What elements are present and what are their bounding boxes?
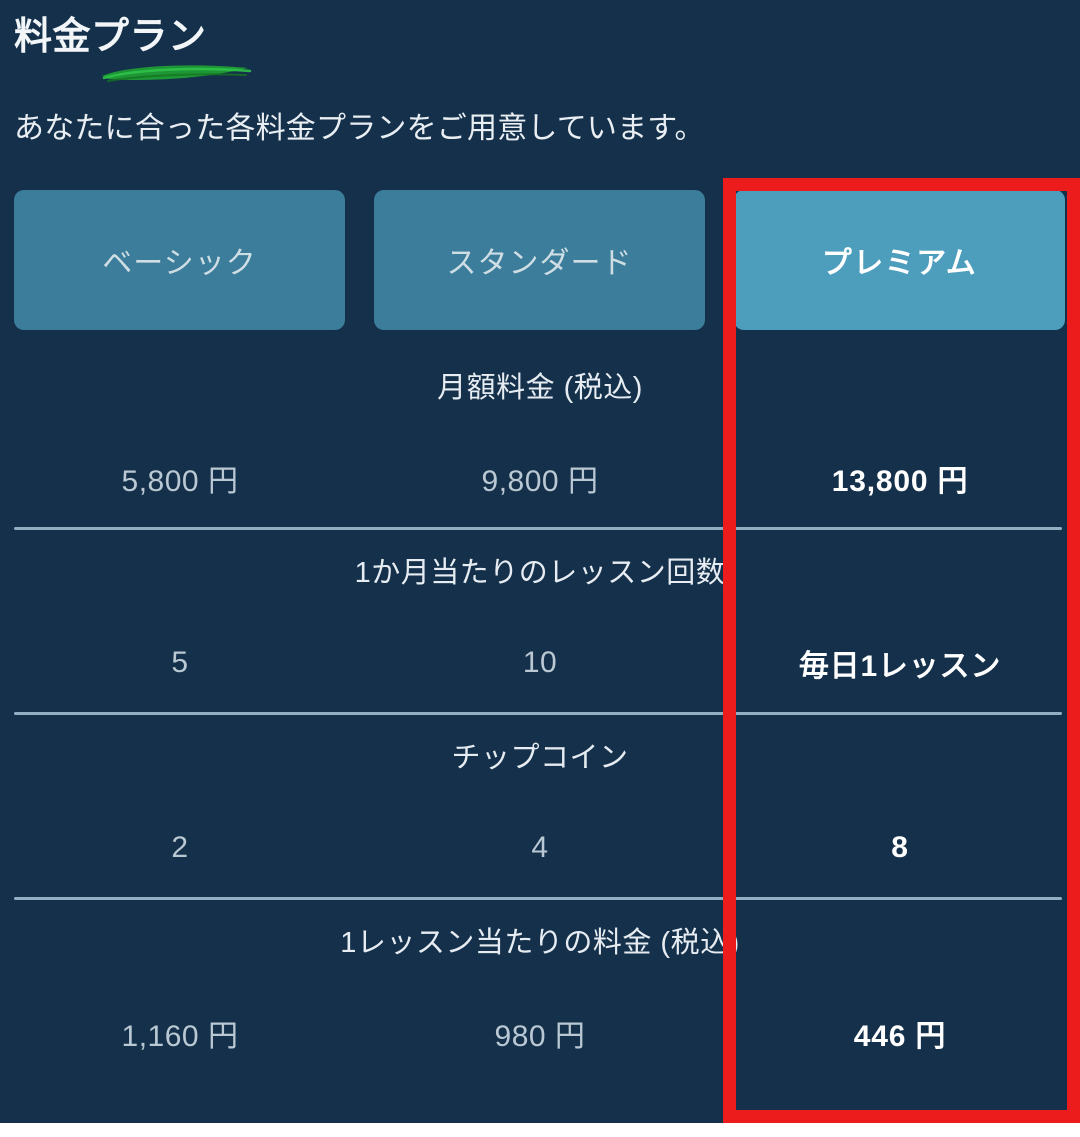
comparison-row-price-per-lesson: 1レッスン当たりの料金 (税込) 1,160 円 980 円 446 円 [0,900,1080,1085]
feature-values: 2 4 8 [0,795,1080,900]
value-cell-basic: 5,800 円 [121,464,239,498]
row-divider [14,897,1062,900]
value-cell-standard: 9,800 円 [481,464,599,498]
value-cell-basic: 1,160 円 [121,1019,239,1053]
plan-tab-group: ベーシック スタンダード プレミアム [14,190,1065,330]
feature-label: 1か月当たりのレッスン回数 [354,557,726,589]
value-cell-standard: 4 [531,830,549,864]
value-cell-premium: 毎日1レッスン [798,649,1002,683]
value-cell-premium: 8 [891,830,909,864]
row-divider [14,712,1062,715]
page-bottom-edge [0,1123,1080,1137]
value-cell-basic: 5 [171,645,189,679]
value-cell-basic: 2 [171,830,189,864]
value-cell-premium: 446 円 [853,1019,947,1053]
comparison-row-tip-coin: チップコイン 2 4 8 [0,715,1080,900]
feature-values: 5,800 円 9,800 円 13,800 円 [0,425,1080,530]
feature-label: 1レッスン当たりの料金 (税込) [340,927,740,959]
feature-values: 5 10 毎日1レッスン [0,610,1080,715]
value-cell-standard: 980 円 [494,1019,586,1053]
page-title-group: 料金プラン [14,14,514,84]
value-cell-standard: 10 [522,645,558,679]
plan-tab-standard[interactable]: スタンダード [374,190,705,330]
comparison-row-monthly-price: 月額料金 (税込) 5,800 円 9,800 円 13,800 円 [0,345,1080,530]
feature-values: 1,160 円 980 円 446 円 [0,980,1080,1085]
feature-label: 月額料金 (税込) [437,372,643,404]
row-divider [14,527,1062,530]
comparison-row-lessons-per-month: 1か月当たりのレッスン回数 5 10 毎日1レッスン [0,530,1080,715]
feature-label: チップコイン [451,742,629,774]
plan-tab-basic[interactable]: ベーシック [14,190,345,330]
page-title: 料金プラン [14,16,207,58]
page-subtitle: あなたに合った各料金プランをご用意しています。 [14,112,705,145]
value-cell-premium: 13,800 円 [831,464,969,498]
plan-comparison-table: 月額料金 (税込) 5,800 円 9,800 円 13,800 円 1か月当た… [0,345,1080,1085]
plan-tab-premium[interactable]: プレミアム [734,190,1065,330]
